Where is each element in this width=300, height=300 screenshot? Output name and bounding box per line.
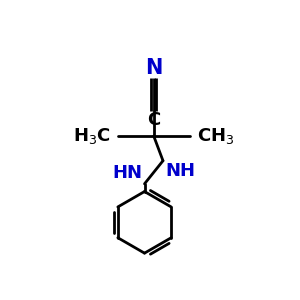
Text: H$_3$C: H$_3$C bbox=[73, 126, 111, 146]
Text: C: C bbox=[147, 112, 160, 130]
Text: NH: NH bbox=[165, 162, 195, 180]
Text: HN: HN bbox=[112, 164, 142, 182]
Text: CH$_3$: CH$_3$ bbox=[197, 126, 234, 146]
Text: N: N bbox=[145, 58, 162, 78]
